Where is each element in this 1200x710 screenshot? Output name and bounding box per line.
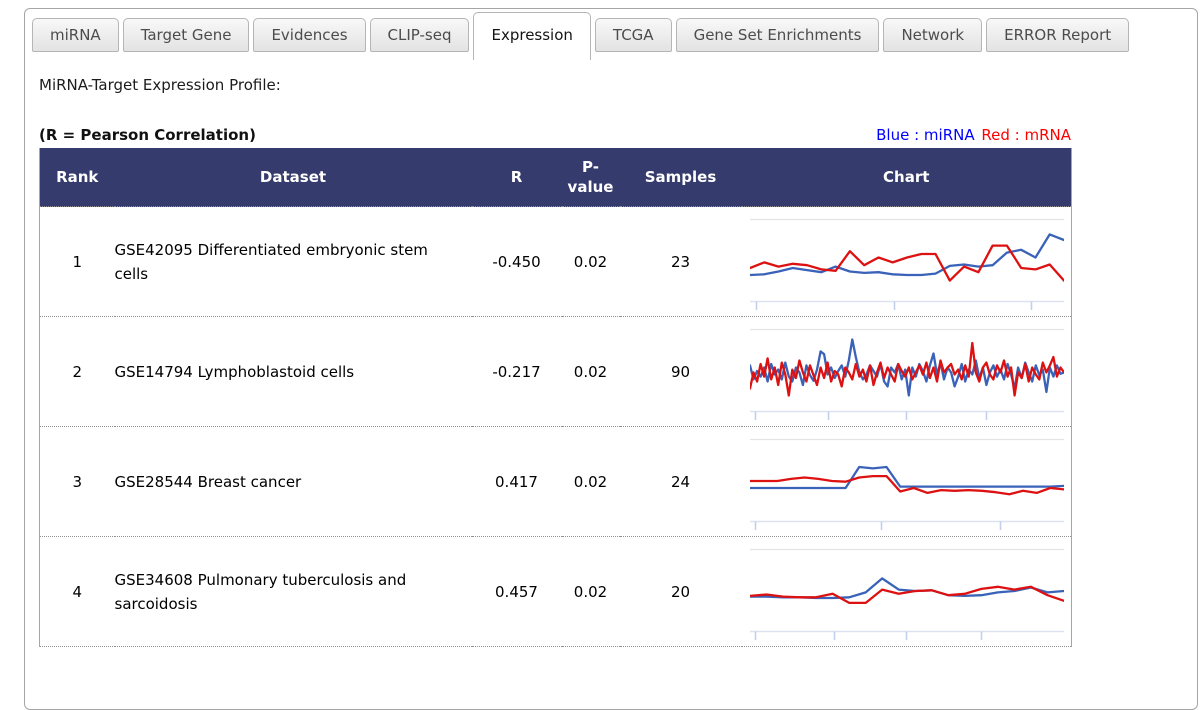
tabs-panel: miRNA Target Gene Evidences CLIP-seq Express… xyxy=(24,8,1198,710)
r-value-cell: -0.217 xyxy=(492,362,541,381)
expression-table: Rank Dataset R P-value Samples Chart 1 GSE4209… xyxy=(39,148,1072,647)
subhead-row: (R = Pearson Correlation) Blue : miRNA R… xyxy=(39,126,1071,144)
column-header-dataset: Dataset xyxy=(114,148,472,207)
tab-gene-set-enrichments[interactable]: Gene Set Enrichments xyxy=(675,18,880,52)
expression-line-chart[interactable] xyxy=(749,324,1064,420)
rank-cell: 2 xyxy=(72,362,83,381)
samples-cell: 23 xyxy=(670,252,691,271)
tab-clip-seq[interactable]: CLIP-seq xyxy=(369,18,470,52)
samples-cell: 20 xyxy=(670,582,691,601)
chart-cell xyxy=(742,537,1072,647)
table-header-row: Rank Dataset R P-value Samples Chart xyxy=(39,148,1072,207)
chart-cell xyxy=(742,317,1072,427)
tab-target-gene[interactable]: Target Gene xyxy=(122,18,250,52)
r-value-cell: 0.417 xyxy=(495,472,538,491)
column-header-r: R xyxy=(471,148,562,207)
chart-cell xyxy=(742,207,1072,317)
tab-network[interactable]: Network xyxy=(883,18,983,52)
expression-line-chart[interactable] xyxy=(749,214,1064,310)
samples-cell: 24 xyxy=(670,472,691,491)
samples-cell: 90 xyxy=(670,362,691,381)
rank-cell: 4 xyxy=(72,582,83,601)
rank-cell: 1 xyxy=(72,252,83,271)
miRNA-series-line xyxy=(749,465,1064,489)
p-value-cell: 0.02 xyxy=(573,582,608,601)
pearson-correlation-label: (R = Pearson Correlation) xyxy=(39,126,256,144)
table-row: 2 GSE14794 Lymphoblastoid cells -0.217 0.02… xyxy=(39,317,1072,427)
tab-tcga[interactable]: TCGA xyxy=(594,18,672,52)
p-value-cell: 0.02 xyxy=(573,252,608,271)
chart-legend: Blue : miRNA Red : mRNA xyxy=(876,126,1071,144)
column-header-rank: Rank xyxy=(39,148,115,207)
tab-mirna[interactable]: miRNA xyxy=(32,18,119,52)
r-value-cell: -0.450 xyxy=(492,252,541,271)
tab-bar: miRNA Target Gene Evidences CLIP-seq Express… xyxy=(25,9,1197,60)
table-row: 3 GSE28544 Breast cancer 0.417 0.02 24 xyxy=(39,427,1072,537)
r-value-cell: 0.457 xyxy=(495,582,538,601)
mRNA-series-line xyxy=(749,585,1064,604)
tab-expression[interactable]: Expression xyxy=(473,12,591,60)
column-header-samples: Samples xyxy=(619,148,742,207)
tab-evidences[interactable]: Evidences xyxy=(253,18,366,52)
dataset-cell: GSE28544 Breast cancer xyxy=(114,472,302,491)
legend-blue-mirna: Blue : miRNA xyxy=(876,126,975,144)
mRNA-series-line xyxy=(749,243,1064,282)
mRNA-series-line xyxy=(749,474,1064,495)
p-value-cell: 0.02 xyxy=(573,362,608,381)
expression-line-chart[interactable] xyxy=(749,544,1064,640)
column-header-p-value: P-value xyxy=(561,148,620,207)
table-row: 4 GSE34608 Pulmonary tuberculosis and sar… xyxy=(39,537,1072,647)
page-title: MiRNA-Target Expression Profile: xyxy=(39,76,281,94)
expression-tab-content: MiRNA-Target Expression Profile: (R = Pe… xyxy=(25,76,1197,647)
column-header-chart: Chart xyxy=(741,148,1072,207)
mRNA-series-line xyxy=(749,341,1064,397)
expression-line-chart[interactable] xyxy=(749,434,1064,530)
dataset-cell: GSE42095 Differentiated embryonic stem c… xyxy=(114,240,428,283)
p-value-cell: 0.02 xyxy=(573,472,608,491)
chart-cell xyxy=(742,427,1072,537)
dataset-cell: GSE14794 Lymphoblastoid cells xyxy=(114,362,355,381)
rank-cell: 3 xyxy=(72,472,83,491)
table-row: 1 GSE42095 Differentiated embryonic stem … xyxy=(39,206,1072,317)
dataset-cell: GSE34608 Pulmonary tuberculosis and sarc… xyxy=(114,570,407,613)
legend-red-mrna: Red : mRNA xyxy=(981,126,1071,144)
tab-error-report[interactable]: ERROR Report xyxy=(986,18,1130,52)
miRNA-series-line xyxy=(749,232,1064,276)
